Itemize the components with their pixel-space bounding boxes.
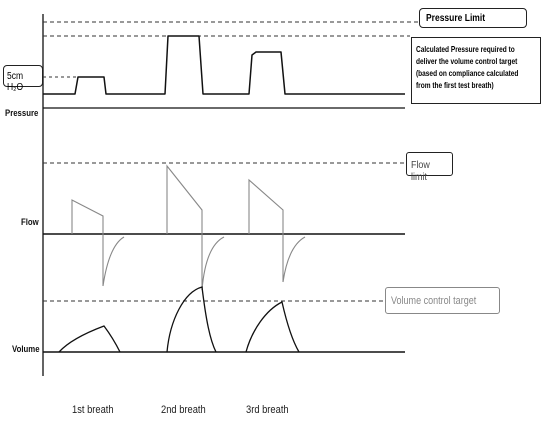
volume-trace-breath-1: [58, 325, 121, 353]
five-cm-h2o-text: 5cm H₂O: [7, 71, 24, 93]
flow-limit-callout: Flow limit: [406, 152, 453, 183]
calculated-pressure-callout: Calculated Pressure required to deliver …: [411, 37, 541, 104]
breath-label-1: 1st breath: [72, 404, 114, 416]
calculated-pressure-line-4: from the first test breath): [416, 80, 494, 90]
pressure-limit-callout: Pressure Limit: [419, 8, 527, 28]
volume-axis-label: Volume: [12, 344, 40, 355]
flow-trace-breath-3: [248, 178, 306, 283]
flow-trace-breath-2: [166, 164, 225, 291]
calculated-pressure-line-2: deliver the volume control target: [416, 56, 518, 66]
flow-trace-breath-1: [71, 199, 125, 287]
volume-trace-breath-3: [245, 301, 300, 353]
flow-axis-label: Flow: [21, 217, 39, 228]
five-cm-h2o-label: 5cm H₂O: [3, 65, 43, 93]
calculated-pressure-line-3: (based on compliance calculated: [416, 68, 519, 78]
calculated-pressure-line-1: Calculated Pressure required to: [416, 44, 515, 54]
pressure-axis-label: Pressure: [5, 108, 39, 119]
volume-target-text: Volume control target: [391, 295, 477, 307]
pressure-trace: [43, 35, 405, 95]
breath-label-3: 3rd breath: [246, 404, 289, 416]
volume-trace-breath-2: [166, 286, 217, 353]
breath-label-2: 2nd breath: [161, 404, 206, 416]
pressure-limit-text: Pressure Limit: [426, 13, 486, 24]
volume-target-callout: Volume control target: [385, 287, 500, 314]
flow-limit-text: Flow limit: [411, 159, 430, 183]
